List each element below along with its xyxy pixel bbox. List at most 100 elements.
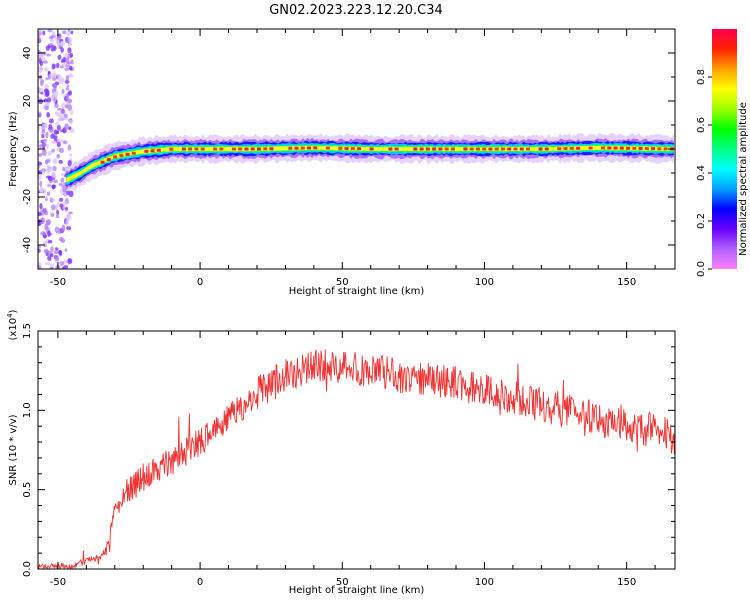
noise-speck [64, 67, 70, 71]
noise-speck [51, 95, 55, 101]
noise-speck [52, 72, 57, 79]
noise-speck [44, 67, 49, 72]
snr-frame [37, 330, 676, 570]
noise-speck [41, 129, 46, 134]
noise-speck [56, 62, 60, 69]
noise-speck [68, 126, 72, 131]
noise-speck [45, 167, 51, 174]
spectrum-ridge-band-5 [66, 145, 674, 182]
noise-speck [62, 186, 67, 193]
noise-speck [47, 70, 51, 75]
noise-speck [57, 107, 62, 111]
noise-speck [40, 52, 44, 58]
x-tick-label: 100 [475, 577, 494, 588]
noise-speck [56, 39, 60, 46]
noise-speck [64, 53, 68, 58]
noise-speck [59, 147, 65, 153]
noise-speck [47, 230, 51, 237]
noise-speck [38, 153, 43, 157]
noise-speck [62, 181, 66, 186]
figure-title: GN02.2023.223.12.20.C34 [269, 3, 443, 18]
noise-speck [54, 81, 60, 86]
noise-speck [56, 141, 61, 148]
noise-speck [51, 204, 56, 211]
x-tick-label: 0 [197, 577, 203, 588]
noise-speck [65, 75, 70, 82]
noise-speck [38, 111, 42, 118]
noise-speck [70, 30, 74, 35]
noise-speck [44, 83, 49, 90]
noise-speck [54, 103, 59, 109]
noise-speck [49, 266, 54, 269]
noise-speck [68, 39, 72, 46]
noise-speck [46, 184, 52, 188]
noise-speck [38, 66, 43, 73]
y-tick-label: 1.5 [22, 323, 33, 339]
noise-speck [65, 206, 69, 211]
x-tick-label: 150 [617, 577, 636, 588]
noise-speck [69, 153, 73, 157]
colorbar-tick-label: 0.0 [696, 261, 707, 277]
noise-speck [44, 159, 49, 165]
noise-speck [49, 39, 55, 43]
x-tick-label: 50 [336, 277, 349, 288]
noise-speck [68, 90, 73, 96]
snr-y-axis-label: SNR (10 * v/v) [8, 414, 19, 485]
noise-speck [38, 87, 44, 92]
noise-speck [65, 219, 69, 226]
colorbar-tick-label: 0.8 [696, 69, 707, 85]
noise-speck [56, 209, 60, 216]
noise-speck [59, 203, 64, 208]
noise-speck [62, 62, 66, 68]
noise-speck [41, 168, 47, 172]
x-tick-label: 100 [475, 277, 494, 288]
noise-speck [67, 160, 72, 167]
x-tick-label: 0 [197, 277, 203, 288]
x-tick-label: -50 [50, 277, 66, 288]
noise-speck [46, 97, 52, 103]
noise-speck [39, 219, 45, 225]
noise-speck [69, 109, 74, 115]
noise-speck [47, 255, 52, 261]
noise-speck [57, 231, 62, 235]
noise-speck [40, 91, 44, 95]
noise-speck [51, 184, 56, 190]
noise-speck [51, 31, 56, 37]
noise-speck [54, 122, 60, 126]
noise-speck [38, 173, 42, 180]
noise-speck [58, 249, 63, 257]
y-tick-label: 1.0 [22, 402, 33, 418]
colorbar-gradient [712, 29, 737, 269]
noise-speck [58, 45, 62, 49]
noise-speck [68, 73, 74, 78]
colorbar-tick-label: 0.4 [696, 165, 707, 181]
noise-speck [64, 248, 68, 252]
noise-speck [53, 179, 59, 184]
noise-speck [38, 212, 42, 217]
noise-speck [66, 84, 70, 88]
noise-speck [44, 195, 49, 202]
noise-speck [43, 207, 47, 214]
noise-speck [59, 261, 65, 266]
noise-speck [53, 249, 59, 255]
noise-speck [54, 226, 60, 233]
noise-speck [66, 215, 72, 221]
noise-speck [69, 52, 74, 58]
noise-speck [55, 247, 59, 251]
noise-speck [38, 31, 42, 36]
noise-speck [60, 129, 65, 133]
noise-speck [60, 177, 65, 183]
y-tick-label: 0.0 [22, 561, 33, 577]
y-tick-label: 0.5 [22, 482, 33, 498]
noise-speck [62, 140, 68, 145]
noise-speck [41, 150, 47, 156]
noise-speck [39, 186, 44, 192]
noise-speck [40, 81, 44, 87]
noise-speck [59, 77, 65, 82]
noise-speck [65, 64, 70, 68]
noise-speck [49, 73, 53, 79]
y-tick-label: 40 [22, 47, 33, 60]
noise-speck [67, 258, 73, 265]
noise-speck [56, 202, 60, 207]
noise-speck [42, 242, 47, 247]
